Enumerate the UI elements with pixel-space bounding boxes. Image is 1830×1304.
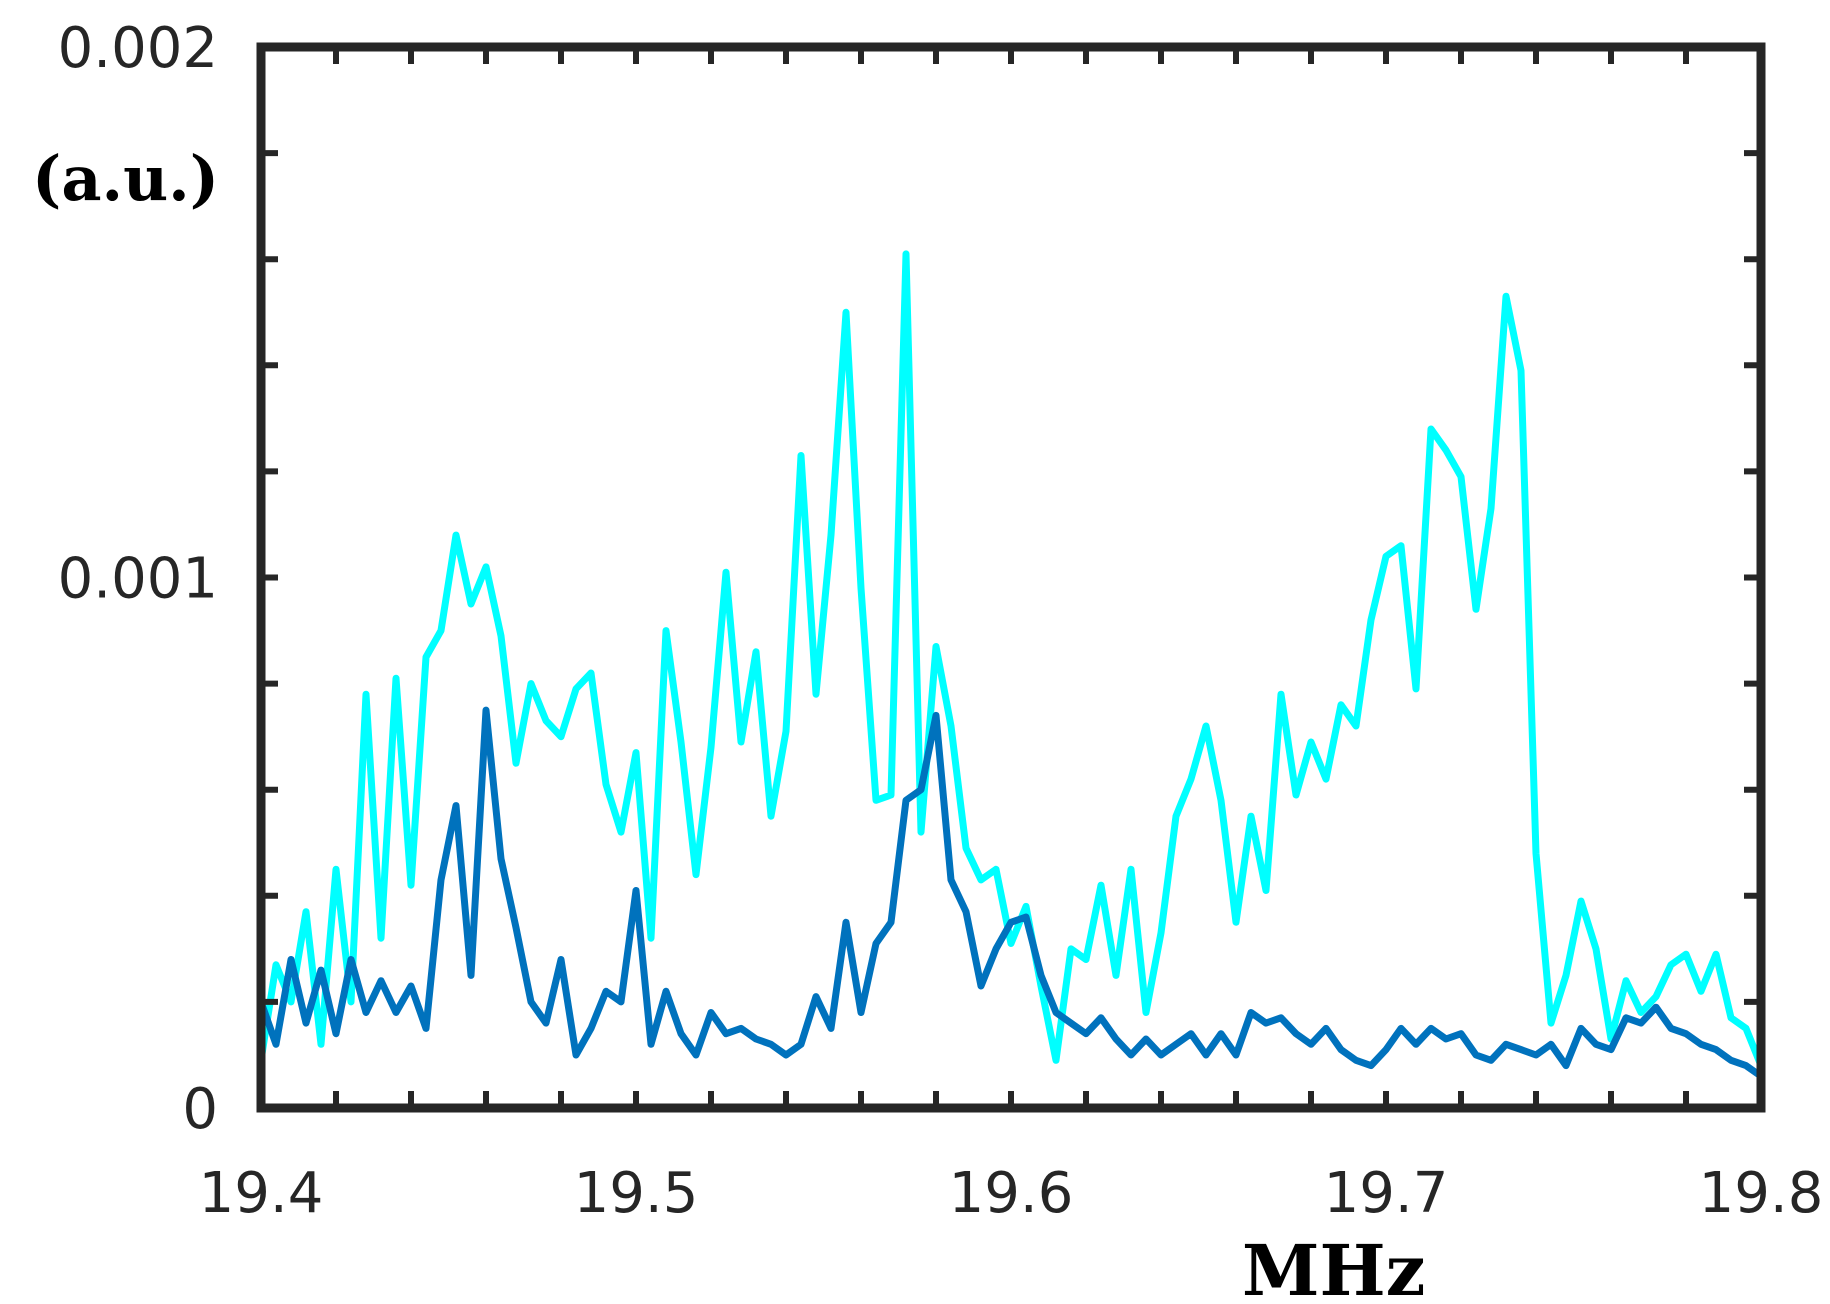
x-tick-label: 19.7 xyxy=(1324,1161,1449,1226)
x-tick-label: 19.4 xyxy=(199,1161,324,1226)
y-tick-label: 0.001 xyxy=(58,547,218,612)
x-tick-label: 19.6 xyxy=(949,1161,1074,1226)
x-axis-title: MHz xyxy=(1242,1229,1425,1304)
ticks-layer: 19.4 19.5 19.6 19.7 19.8 0 0.001 0.002 xyxy=(58,16,1824,1226)
y-tick-label: 0 xyxy=(182,1077,218,1142)
series-line-1 xyxy=(257,250,1765,1067)
y-tick-label: 0.002 xyxy=(58,16,218,81)
x-tick-label: 19.5 xyxy=(574,1161,699,1226)
series-line-2 xyxy=(257,706,1764,1080)
x-tick-label: 19.8 xyxy=(1699,1161,1824,1226)
series-layer xyxy=(257,250,1765,1080)
y-axis-title: (a.u.) xyxy=(32,142,219,215)
